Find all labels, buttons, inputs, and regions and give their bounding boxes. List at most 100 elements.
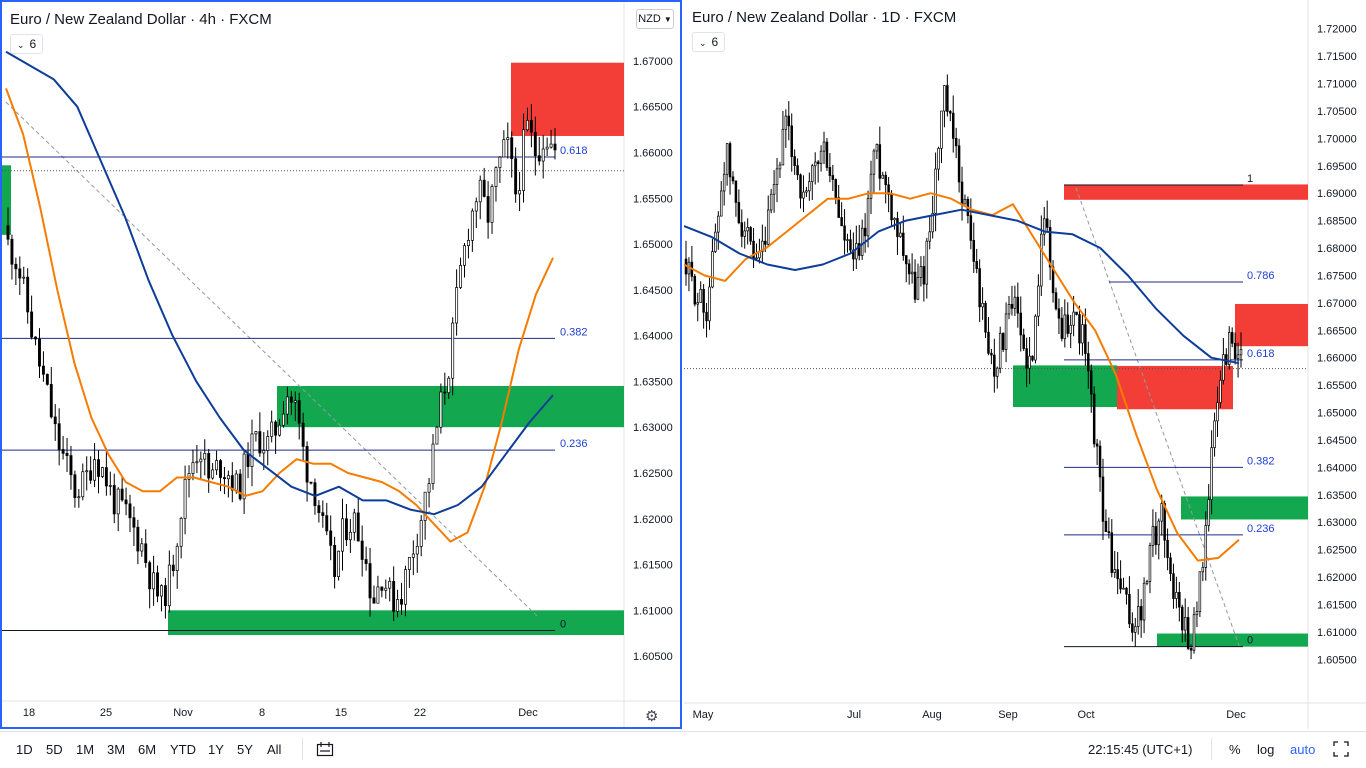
candle-up <box>175 545 179 571</box>
currency-selector[interactable]: NZD ▼ <box>636 9 674 29</box>
candle-up <box>1028 355 1031 369</box>
candle-up <box>341 518 344 552</box>
candle-up <box>931 212 934 233</box>
price-tick-label: 1.61000 <box>1317 627 1357 639</box>
candle-up <box>1072 311 1075 326</box>
fib-label-0.382: 0.382 <box>1247 455 1275 467</box>
gear-icon[interactable]: ⚙ <box>645 708 659 725</box>
candle-down <box>230 475 234 491</box>
range-1m-button[interactable]: 1M <box>76 742 95 757</box>
candle-down <box>1172 573 1175 599</box>
candle-up <box>179 517 183 547</box>
candle-down <box>1119 578 1122 590</box>
candle-down <box>65 453 69 456</box>
candle-up <box>242 453 246 500</box>
candles-group <box>684 74 1243 660</box>
indicator-toggle[interactable]: ⌄ 6 <box>692 32 726 52</box>
fib-label-0: 0 <box>560 618 566 630</box>
candle-down <box>1169 557 1172 575</box>
candle-up <box>81 471 85 498</box>
zone-red <box>1117 365 1233 410</box>
candle-up <box>802 191 805 199</box>
candle-up <box>872 150 876 175</box>
range-5y-button[interactable]: 5Y <box>237 742 253 757</box>
candle-down <box>693 276 697 305</box>
range-1d-button[interactable]: 1D <box>16 742 33 757</box>
candle-up <box>348 531 352 541</box>
candle-up <box>934 168 937 214</box>
candle-down <box>89 470 93 481</box>
range-ytd-button[interactable]: YTD <box>170 742 196 757</box>
chart-canvas-4h[interactable]: 0.618 0.382 0.236 0 1.67000 1.66500 1.66000 1.6… <box>2 2 680 727</box>
candle-up <box>282 413 285 426</box>
candle-up <box>427 483 431 493</box>
candle-up <box>415 545 419 555</box>
candle-up <box>160 585 163 597</box>
candle-down <box>975 261 978 269</box>
candle-up <box>526 120 529 131</box>
zone-green <box>168 610 624 636</box>
candle-down <box>482 179 486 197</box>
candle-up <box>919 266 923 278</box>
indicator-toggle[interactable]: ⌄ 6 <box>10 34 44 54</box>
candle-down <box>749 227 752 242</box>
candle-down <box>443 391 447 394</box>
candle-up <box>708 286 711 322</box>
candle-up <box>1207 499 1210 526</box>
price-tick-label: 1.65500 <box>633 193 673 205</box>
candle-up <box>746 227 749 232</box>
candle-down <box>884 174 887 186</box>
range-1y-button[interactable]: 1Y <box>208 742 224 757</box>
clock-time[interactable]: 22:15:45 (UTC+1) <box>1088 742 1193 757</box>
chevron-down-icon: ▼ <box>663 15 672 24</box>
candle-down <box>1230 332 1234 344</box>
chart-pane-1d[interactable]: 1 0.786 0.618 0.382 0.236 0 1.72000 1.71500 1.71… <box>684 0 1366 729</box>
fullscreen-icon[interactable] <box>1333 741 1349 757</box>
candle-up <box>270 421 274 437</box>
chart-canvas-1d[interactable]: 1 0.786 0.618 0.382 0.236 0 1.72000 1.71500 1.71… <box>684 0 1366 729</box>
candle-down <box>309 481 313 484</box>
candle-up <box>203 453 207 460</box>
candle-down <box>1139 606 1143 621</box>
date-range-icon[interactable] <box>316 741 334 757</box>
range-all-button[interactable]: All <box>267 742 282 757</box>
candle-up <box>474 201 478 212</box>
chart-pane-4h[interactable]: 0.618 0.382 0.236 0 1.67000 1.66500 1.66000 1.6… <box>0 0 682 729</box>
price-tick-label: 1.68000 <box>1317 243 1357 255</box>
price-tick-label: 1.63000 <box>1317 517 1357 529</box>
candle-up <box>1136 606 1140 627</box>
candle-down <box>1154 526 1158 546</box>
candle-down <box>514 158 518 195</box>
candle-up <box>254 431 258 435</box>
candle-up <box>981 302 984 308</box>
candle-down <box>1045 218 1049 228</box>
candle-up <box>407 556 411 570</box>
percent-toggle[interactable]: % <box>1229 742 1241 757</box>
candle-up <box>1183 617 1187 631</box>
candle-down <box>913 271 917 300</box>
candle-up <box>1213 420 1216 448</box>
log-toggle[interactable]: log <box>1257 742 1275 757</box>
candle-up <box>85 470 89 473</box>
price-tick-label: 1.70500 <box>1317 106 1357 118</box>
candle-down <box>1101 476 1105 522</box>
candle-down <box>834 179 838 198</box>
range-3m-button[interactable]: 3M <box>107 742 126 757</box>
price-tick-label: 1.66500 <box>1317 325 1357 337</box>
time-tick-label: Sep <box>998 709 1018 721</box>
price-tick-label: 1.64000 <box>633 331 673 343</box>
range-6m-button[interactable]: 6M <box>138 742 157 757</box>
candle-down <box>49 383 53 418</box>
auto-toggle[interactable]: auto <box>1290 742 1316 757</box>
price-tick-label: 1.60500 <box>1317 654 1357 666</box>
currency-label: NZD <box>638 13 661 25</box>
candle-up <box>766 209 770 245</box>
indicator-count: 6 <box>29 37 37 51</box>
price-tick-label: 1.65000 <box>1317 408 1357 420</box>
candle-down <box>793 156 796 166</box>
candle-down <box>1089 370 1093 395</box>
candle-up <box>899 232 902 237</box>
price-tick-label: 1.69500 <box>1317 161 1357 173</box>
candle-up <box>250 433 254 467</box>
range-5d-button[interactable]: 5D <box>46 742 63 757</box>
